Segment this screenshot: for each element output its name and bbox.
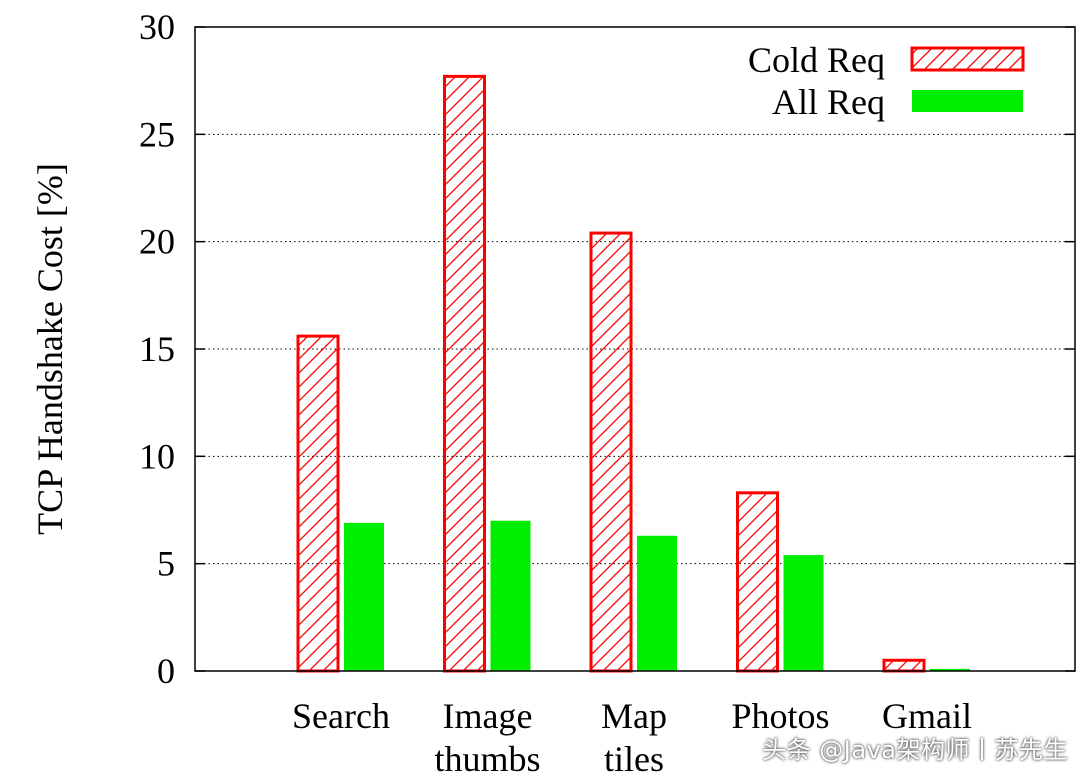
bar-cold-req bbox=[882, 658, 926, 673]
x-tick-label: Image bbox=[443, 696, 533, 736]
x-tick-label: thumbs bbox=[434, 739, 540, 779]
x-tick-label: Gmail bbox=[882, 696, 972, 736]
y-tick-label: 0 bbox=[157, 651, 175, 691]
bar-all-req bbox=[637, 535, 677, 671]
bar-cold-req bbox=[736, 491, 779, 673]
y-tick-label: 30 bbox=[139, 7, 175, 47]
legend-swatch-all-req bbox=[912, 90, 1023, 112]
x-tick-label: Map bbox=[601, 696, 667, 736]
legend-swatch-cold-req bbox=[910, 46, 1025, 72]
bar-cold-req bbox=[296, 334, 340, 673]
bar-all-req bbox=[930, 668, 970, 671]
plot-frame bbox=[194, 26, 1076, 672]
bar-all-req bbox=[783, 555, 824, 671]
y-axis-label: TCP Handshake Cost [%] bbox=[30, 163, 70, 535]
y-tick-label: 15 bbox=[139, 329, 175, 369]
x-tick-label: Search bbox=[292, 696, 390, 736]
x-tick-label: tiles bbox=[604, 739, 664, 779]
bar-all-req bbox=[344, 522, 384, 671]
watermark: 头条 @Java架构师丨苏先生 bbox=[762, 736, 1068, 764]
legend-label: Cold Req bbox=[748, 40, 885, 80]
bar-cold-req bbox=[443, 74, 486, 673]
y-axis-ticks: 0 5 10 15 20 25 30 bbox=[139, 7, 1075, 691]
bars bbox=[296, 74, 970, 673]
y-tick-label: 25 bbox=[139, 114, 175, 154]
y-tick-label: 5 bbox=[157, 544, 175, 584]
legend-label: All Req bbox=[772, 82, 885, 122]
bar-all-req bbox=[490, 520, 531, 671]
y-tick-label: 20 bbox=[139, 222, 175, 262]
y-tick-label: 10 bbox=[139, 436, 175, 476]
x-tick-label: Photos bbox=[731, 696, 829, 736]
bar-cold-req bbox=[589, 231, 633, 673]
